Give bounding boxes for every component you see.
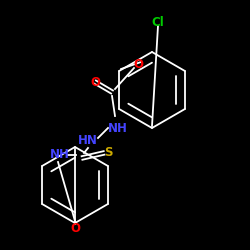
Text: NH: NH <box>50 148 70 162</box>
Text: NH: NH <box>108 122 128 134</box>
Text: HN: HN <box>78 134 98 146</box>
Text: S: S <box>104 146 112 158</box>
Text: O: O <box>70 222 80 234</box>
Text: Cl: Cl <box>152 16 164 28</box>
Text: O: O <box>90 76 100 88</box>
Text: O: O <box>133 58 143 71</box>
